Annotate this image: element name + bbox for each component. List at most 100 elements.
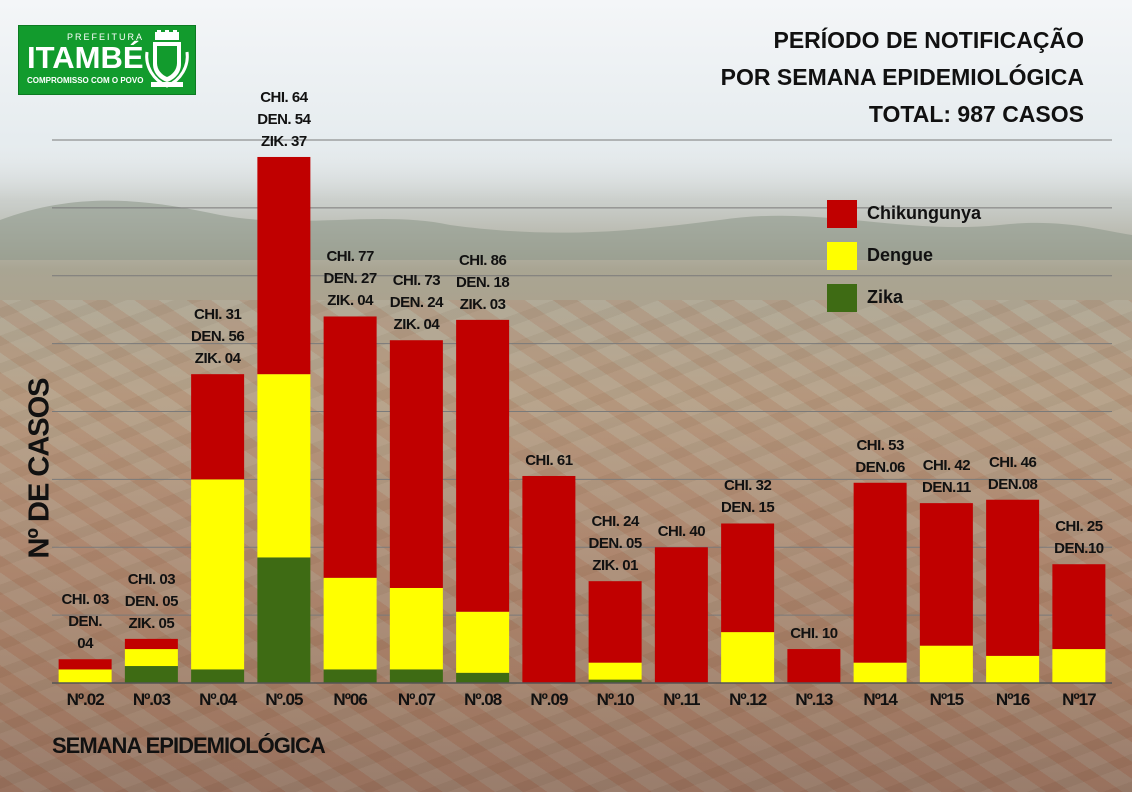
bar-chikungunya-13 — [853, 482, 907, 663]
itambe-logo: PREFEITURA ITAMBÉ COMPROMISSO COM O POVO — [18, 25, 196, 95]
data-label-line: ZIK. 03 — [459, 295, 506, 313]
data-label-line: DEN. 18 — [456, 273, 510, 291]
data-label-line: CHI. 10 — [790, 625, 838, 643]
data-label-line: DEN. 24 — [389, 294, 444, 312]
bar-zika-2 — [124, 666, 178, 683]
data-label-line: CHI. 03 — [127, 570, 176, 588]
data-label-line: ZIK. 04 — [194, 350, 241, 368]
bar-dengue-2 — [124, 649, 178, 667]
bar-dengue-13 — [853, 662, 907, 683]
data-label-16: CHI. 25 DEN.10 — [1039, 516, 1119, 560]
data-label-line: DEN. 27 — [323, 270, 378, 288]
bar-chikungunya-3 — [191, 374, 245, 480]
bar-dengue-1 — [58, 669, 112, 683]
x-tick-label: Nº.02 — [66, 690, 105, 709]
x-tick-label: Nº.12 — [729, 690, 767, 709]
bar-chikungunya-12 — [787, 649, 841, 683]
bar-dengue-4 — [257, 374, 311, 558]
bar-zika-4 — [257, 557, 311, 683]
bar-zika-6 — [389, 669, 443, 683]
x-axis-label: SEMANA EPIDEMIOLÓGICA — [52, 733, 326, 758]
x-tick-label: Nº.13 — [795, 690, 833, 709]
y-axis-label: Nº DE CASOS — [23, 378, 56, 559]
data-label-line: CHI. 53 — [856, 436, 904, 454]
data-label-3: CHI. 31 DEN. 56 ZIK. 04 — [178, 304, 258, 370]
data-label-line: DEN.08 — [987, 475, 1038, 493]
x-tick-label: Nº.09 — [530, 690, 568, 709]
bar-dengue-11 — [721, 632, 775, 683]
legend-label-chikungunya: Chikungunya — [867, 203, 982, 223]
bar-dengue-15 — [986, 655, 1040, 683]
data-label-12: CHI. 10 — [774, 623, 854, 645]
logo-motto: COMPROMISSO COM O POVO — [27, 76, 144, 85]
bar-chikungunya-4 — [257, 156, 311, 375]
bar-zika-5 — [323, 669, 377, 683]
data-label-line: DEN. 56 — [191, 328, 245, 346]
coat-of-arms-icon — [145, 30, 189, 88]
x-tick-label: Nº15 — [929, 690, 964, 709]
bar-chikungunya-2 — [124, 638, 178, 650]
x-tick-label: Nº06 — [333, 690, 367, 709]
data-label-13: CHI. 53 DEN.06 — [840, 435, 920, 479]
chart-title: PERÍODO DE NOTIFICAÇÃO POR SEMANA EPIDEM… — [721, 22, 1084, 133]
bar-chikungunya-11 — [721, 523, 775, 633]
data-label-line: CHI. 31 — [193, 306, 242, 324]
data-label-line: ZIK. 04 — [327, 292, 373, 310]
x-tick-label: Nº.11 — [663, 690, 700, 709]
x-tick-label: Nº.07 — [397, 690, 436, 709]
logo-name: ITAMBÉ — [27, 40, 144, 75]
data-label-9: CHI. 24 DEN. 05 ZIK. 01 — [575, 511, 655, 577]
data-label-line: ZIK. 01 — [592, 557, 638, 575]
data-label-line: CHI. 32 — [723, 477, 772, 495]
data-label-line: DEN. 05 — [124, 592, 179, 610]
bar-zika-7 — [456, 672, 510, 683]
data-label-8: CHI. 61 — [509, 450, 589, 472]
data-label-line: DEN.10 — [1054, 540, 1104, 558]
x-tick-label: Nº.03 — [132, 690, 171, 709]
bar-dengue-9 — [588, 662, 642, 680]
data-label-line: CHI. 61 — [525, 451, 573, 469]
bar-dengue-6 — [389, 587, 443, 670]
bar-zika-3 — [191, 669, 245, 683]
bar-chikungunya-6 — [389, 340, 443, 588]
data-label-7: CHI. 86 DEN. 18 ZIK. 03 — [443, 250, 523, 316]
legend-swatch-chikungunya — [827, 200, 857, 228]
legend-swatch-dengue — [827, 242, 857, 270]
data-label-line: DEN. — [68, 613, 103, 631]
data-label-6: CHI. 73 DEN. 24 ZIK. 04 — [376, 270, 456, 336]
data-label-line: CHI. 64 — [260, 88, 308, 106]
bar-chikungunya-9 — [588, 581, 642, 663]
bar-chikungunya-15 — [986, 499, 1040, 656]
data-label-4: CHI. 64 DEN. 54 ZIK. 37 — [244, 87, 324, 153]
data-label-15: CHI. 46 DEN.08 — [973, 452, 1053, 496]
bar-chikungunya-16 — [1052, 564, 1106, 650]
chart-title-line-3: TOTAL: 987 CASOS — [868, 101, 1084, 127]
bar-chikungunya-7 — [456, 319, 510, 612]
data-label-line: ZIK. 04 — [393, 316, 440, 334]
data-label-line: CHI. 40 — [657, 523, 706, 541]
chart-title-line-2: POR SEMANA EPIDEMIOLÓGICA — [720, 64, 1084, 90]
bar-chikungunya-5 — [323, 316, 377, 578]
bar-dengue-14 — [919, 645, 973, 683]
x-tick-label: Nº14 — [863, 690, 897, 709]
data-label-10: CHI. 40 — [641, 521, 721, 543]
data-label-line: CHI. 73 — [392, 272, 441, 290]
legend-label-dengue: Dengue — [867, 245, 934, 265]
data-label-14: CHI. 42 DEN.11 — [906, 455, 986, 499]
logo-prefix: PREFEITURA — [67, 32, 145, 42]
data-label-line: DEN.11 — [922, 479, 971, 497]
x-tick-label: Nº.08 — [464, 690, 502, 709]
bar-chikungunya-1 — [58, 659, 112, 670]
data-label-line: 04 — [77, 635, 93, 653]
bar-zika-9 — [588, 679, 642, 683]
legend-swatch-zika — [827, 284, 857, 312]
x-tick-label: Nº.05 — [265, 690, 303, 709]
x-tick-label: Nº16 — [995, 690, 1030, 709]
chart-title-line-1: PERÍODO DE NOTIFICAÇÃO — [773, 27, 1084, 53]
data-label-line: CHI. 03 — [61, 591, 109, 609]
data-label-line: DEN. 54 — [257, 110, 311, 128]
bar-dengue-7 — [456, 611, 510, 673]
data-label-line: CHI. 77 — [326, 248, 374, 266]
data-label-11: CHI. 32 DEN. 15 — [708, 475, 788, 519]
